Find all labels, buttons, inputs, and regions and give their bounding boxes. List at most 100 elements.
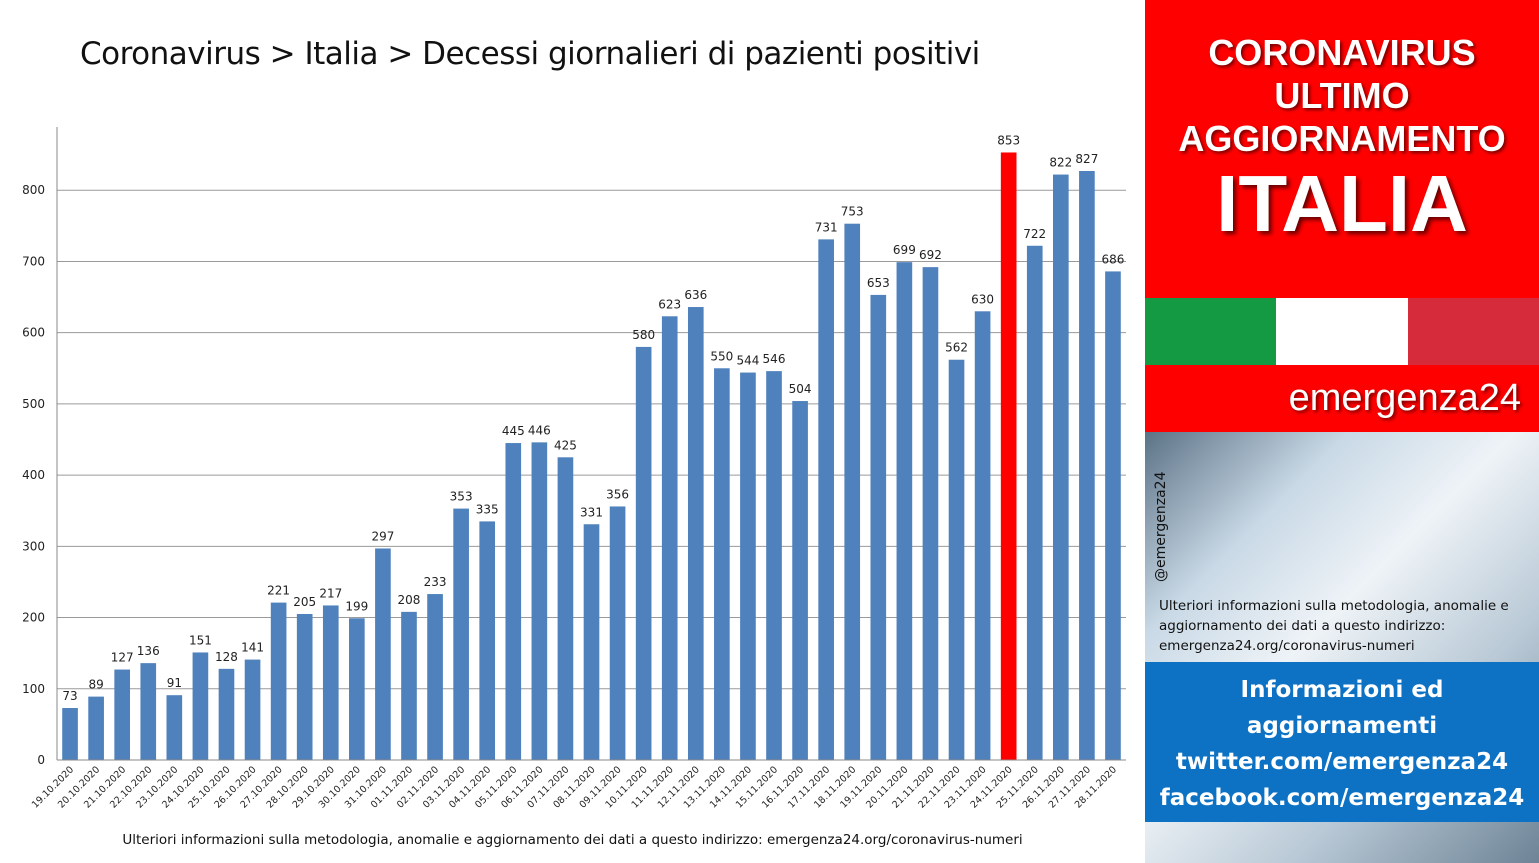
brand-label: emergenza24 (1288, 377, 1521, 419)
data-label: 731 (815, 220, 838, 234)
data-label: 331 (580, 505, 603, 519)
bar (140, 663, 157, 760)
data-label: 822 (1049, 156, 1072, 170)
data-label: 233 (424, 575, 447, 589)
bar (609, 506, 626, 760)
bar (1105, 271, 1121, 760)
y-tick-label: 200 (22, 611, 45, 625)
bar (88, 696, 104, 760)
side-panel: CORONAVIRUS ULTIMO AGGIORNAMENTO ITALIA … (1145, 0, 1539, 863)
info-box: Informazioni ed aggiornamenti twitter.co… (1145, 662, 1539, 822)
social-handle: @emergenza24 (1153, 471, 1169, 583)
data-label: 827 (1075, 152, 1098, 166)
bar (479, 521, 496, 760)
data-label: 686 (1102, 252, 1125, 266)
bar (635, 346, 652, 760)
data-label: 550 (710, 349, 733, 363)
data-label: 73 (62, 689, 77, 703)
data-label: 544 (736, 354, 759, 368)
data-label: 630 (971, 292, 994, 306)
data-label: 425 (554, 438, 577, 452)
bar (583, 524, 600, 760)
data-label: 353 (450, 490, 473, 504)
bar (661, 316, 678, 760)
data-label: 205 (293, 595, 316, 609)
bar (322, 605, 339, 760)
data-label: 208 (398, 593, 421, 607)
twitter-link[interactable]: twitter.com/emergenza24 (1175, 749, 1509, 775)
info-line-2: aggiornamenti (1246, 713, 1438, 739)
data-label: 356 (606, 487, 629, 501)
y-tick-label: 800 (22, 183, 45, 197)
data-label: 722 (1023, 227, 1046, 241)
bar (401, 611, 417, 760)
data-label: 221 (267, 584, 290, 598)
bar (557, 457, 574, 760)
data-label: 853 (997, 133, 1020, 147)
bar (714, 368, 730, 760)
bar (974, 311, 991, 760)
chart-area: Coronavirus > Italia > Decessi giornalie… (22, 36, 1126, 848)
y-tick-label: 100 (22, 682, 45, 696)
data-label: 151 (189, 633, 212, 647)
data-label: 89 (88, 678, 103, 692)
data-label: 636 (684, 288, 707, 302)
data-label: 546 (763, 352, 786, 366)
bar (453, 508, 469, 760)
bar (1000, 152, 1017, 761)
data-label: 445 (502, 424, 525, 438)
info-line-1: Informazioni ed (1240, 677, 1444, 703)
data-label: 753 (841, 205, 864, 219)
bar (1079, 170, 1095, 761)
bar (948, 359, 965, 760)
brand-bar: emergenza24 (1145, 365, 1539, 432)
bar (818, 239, 834, 761)
data-label: 446 (528, 423, 551, 437)
bar (896, 262, 913, 760)
y-tick-label: 0 (37, 753, 45, 767)
data-label: 217 (319, 586, 342, 600)
bar (792, 401, 808, 760)
bar (270, 602, 287, 760)
bar (349, 618, 365, 760)
flag-stripe-green (1145, 298, 1276, 365)
bar (375, 548, 391, 760)
bar (218, 668, 235, 760)
flag-stripe-white (1276, 298, 1408, 365)
data-label: 297 (371, 529, 394, 543)
bar (1052, 174, 1069, 760)
data-label: 335 (476, 502, 499, 516)
y-tick-label: 300 (22, 539, 45, 553)
bar (740, 372, 756, 760)
bar (505, 443, 522, 760)
bar (531, 442, 548, 760)
bar (766, 371, 782, 760)
data-label: 136 (137, 644, 160, 658)
data-label: 127 (111, 651, 134, 665)
y-tick-label: 400 (22, 468, 45, 482)
data-label: 623 (658, 297, 681, 311)
country-title: ITALIA (1216, 159, 1468, 248)
facebook-link[interactable]: facebook.com/emergenza24 (1159, 785, 1525, 811)
bar (1026, 245, 1043, 760)
bar (427, 594, 443, 760)
bar (296, 613, 313, 760)
data-label: 580 (632, 328, 655, 342)
data-label: 562 (945, 341, 968, 355)
bar (62, 708, 78, 760)
data-label: 699 (893, 243, 916, 257)
y-tick-label: 700 (22, 254, 45, 268)
bar (844, 223, 861, 761)
chart-title: Coronavirus > Italia > Decessi giornalie… (80, 36, 980, 72)
data-label: 692 (919, 248, 942, 262)
y-tick-label: 600 (22, 326, 45, 340)
italian-flag (1145, 298, 1539, 365)
bar (870, 294, 887, 760)
chart-footer-note: Ulteriori informazioni sulla metodologia… (122, 832, 1023, 848)
y-tick-label: 500 (22, 397, 45, 411)
data-label: 141 (241, 641, 264, 655)
bar (114, 669, 131, 760)
data-label: 199 (345, 599, 368, 613)
methodology-note: Ulteriori informazioni sulla metodologia… (1159, 598, 1509, 654)
bar (687, 307, 704, 760)
